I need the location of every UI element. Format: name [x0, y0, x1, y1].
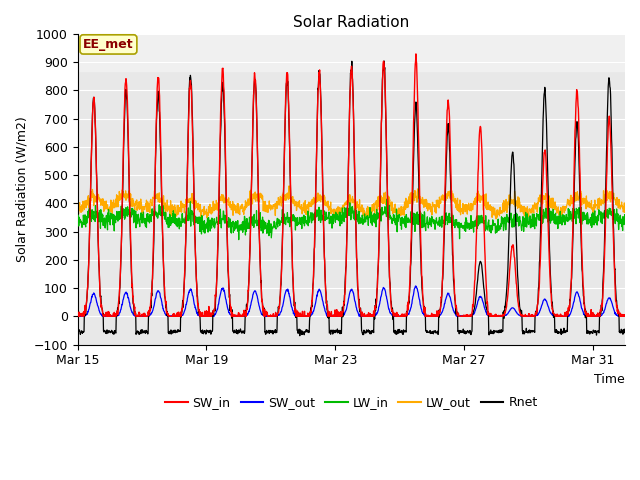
Text: EE_met: EE_met — [83, 38, 134, 51]
Y-axis label: Solar Radiation (W/m2): Solar Radiation (W/m2) — [15, 116, 28, 262]
X-axis label: Time: Time — [595, 373, 625, 386]
Legend: SW_in, SW_out, LW_in, LW_out, Rnet: SW_in, SW_out, LW_in, LW_out, Rnet — [160, 391, 543, 414]
Bar — [77, 34, 625, 71]
Title: Solar Radiation: Solar Radiation — [293, 15, 410, 30]
